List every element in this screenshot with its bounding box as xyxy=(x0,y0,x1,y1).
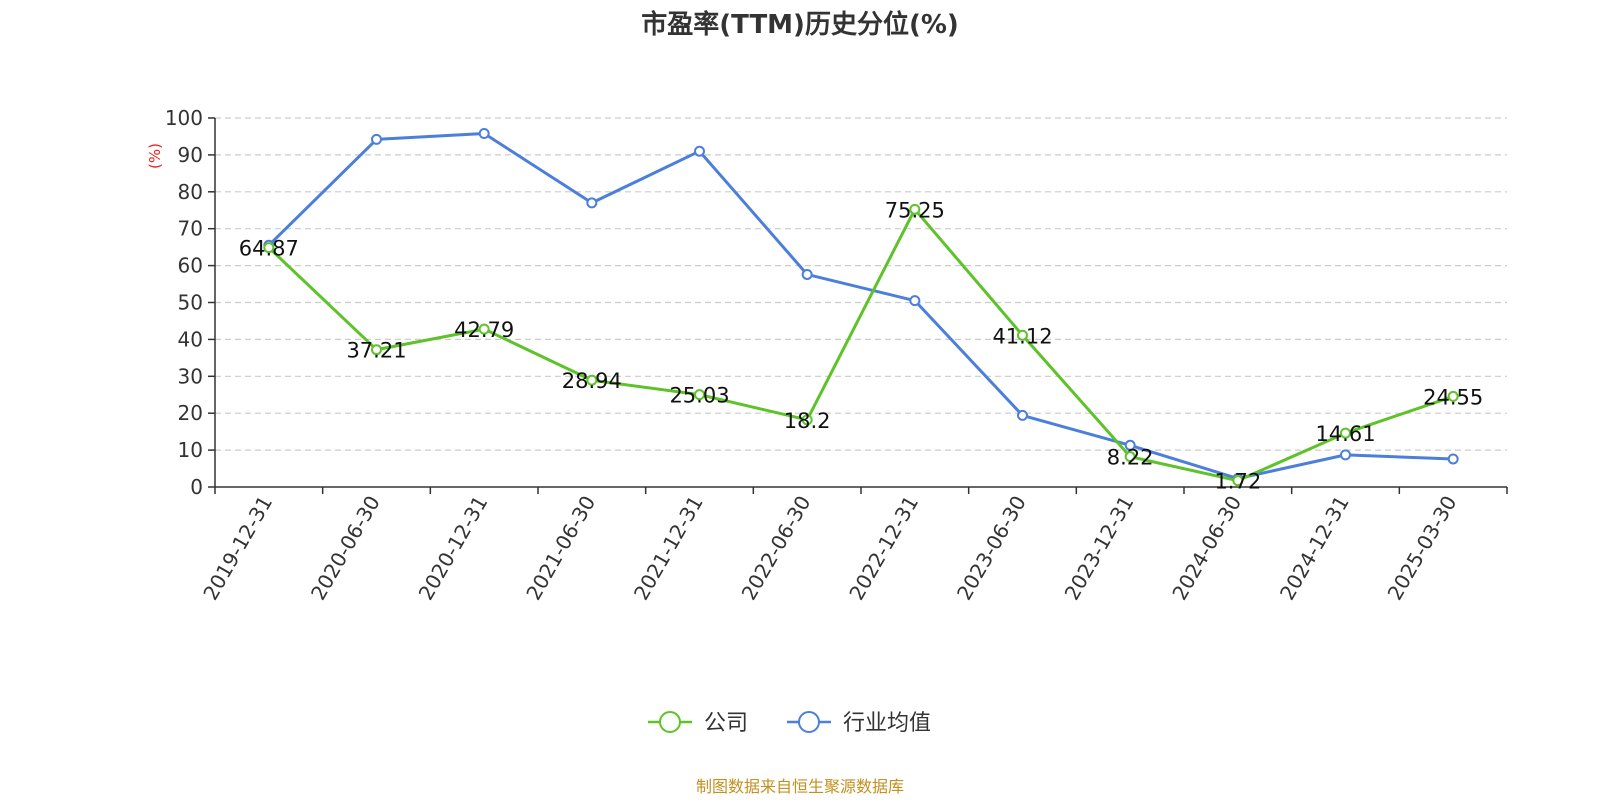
data-point xyxy=(694,145,705,157)
data-point xyxy=(478,127,490,139)
legend-label: 公司 xyxy=(704,711,748,736)
y-tick-label: 80 xyxy=(178,180,203,204)
data-point xyxy=(371,344,382,356)
x-tick-label: 2022-12-31 xyxy=(844,491,923,604)
data-label: 37.21 xyxy=(346,339,406,363)
data-point xyxy=(586,374,598,386)
y-tick-label: 40 xyxy=(178,327,203,351)
data-point xyxy=(478,323,490,335)
legend-label: 行业均值 xyxy=(843,711,931,736)
data-point xyxy=(1017,329,1028,341)
y-axis-label: (%) xyxy=(146,143,164,169)
data-label: 1.72 xyxy=(1214,470,1261,494)
x-tick-label: 2024-06-30 xyxy=(1167,492,1246,605)
y-tick-label: 70 xyxy=(178,217,203,241)
x-tick-label: 2019-12-31 xyxy=(198,492,277,605)
data-point xyxy=(801,414,813,426)
data-point xyxy=(371,133,382,145)
data-label: 28.94 xyxy=(562,369,622,393)
x-tick-label: 2021-06-30 xyxy=(521,492,600,605)
y-tick-label: 100 xyxy=(165,106,203,130)
legend[interactable]: 公司 行业均值 xyxy=(648,711,931,736)
data-point xyxy=(1447,453,1459,465)
y-tick-label: 30 xyxy=(178,364,203,388)
data-label: 18.2 xyxy=(784,409,831,433)
data-point xyxy=(1340,449,1351,461)
data-label: 42.79 xyxy=(454,318,514,342)
series-line xyxy=(267,207,1454,483)
grid-lines xyxy=(215,117,1507,451)
legend-circle-icon xyxy=(659,711,681,733)
series-lines xyxy=(263,127,1459,487)
data-point xyxy=(1447,390,1459,402)
data-point xyxy=(694,389,705,401)
series-line xyxy=(267,131,1454,481)
data-point xyxy=(1340,427,1351,439)
data-point xyxy=(909,203,921,215)
x-tick-label: 2021-12-31 xyxy=(629,492,708,605)
x-tick-label: 2025-03-30 xyxy=(1383,492,1462,605)
data-source-note: 制图数据来自恒生聚源数据库 xyxy=(696,777,904,796)
legend-item-1[interactable]: 行业均值 xyxy=(787,711,931,736)
data-point xyxy=(263,242,275,254)
data-labels: 64.87 37.21 42.79 28.94 25.03 18.2 75.25 41.12 8… xyxy=(239,198,1483,493)
chart-title: 市盈率(TTM)历史分位(%) xyxy=(641,9,959,40)
series-1 xyxy=(263,127,1459,485)
x-tick-label: 2022-06-30 xyxy=(737,492,816,605)
y-tick-label: 50 xyxy=(178,291,203,315)
y-tick-label: 60 xyxy=(178,254,203,278)
data-point xyxy=(1124,451,1136,463)
data-label: 8.22 xyxy=(1107,446,1154,470)
data-point xyxy=(909,295,921,307)
x-tick-label: 2024-12-31 xyxy=(1275,492,1354,605)
x-tick-label: 2020-06-30 xyxy=(306,492,385,605)
data-point xyxy=(801,268,813,280)
y-tick-label: 0 xyxy=(190,475,203,499)
x-tick-label: 2020-12-31 xyxy=(414,491,493,604)
data-label: 64.87 xyxy=(239,237,299,261)
x-tick-label: 2023-12-31 xyxy=(1060,492,1139,605)
data-label: 14.61 xyxy=(1315,422,1375,446)
legend-item-0[interactable]: 公司 xyxy=(648,711,748,736)
data-point xyxy=(586,197,598,209)
y-tick-label: 10 xyxy=(178,438,203,462)
y-tick-label: 20 xyxy=(178,401,203,425)
legend-circle-icon xyxy=(798,711,820,733)
data-point xyxy=(1124,439,1136,451)
data-label: 41.12 xyxy=(992,324,1052,348)
y-tick-label: 90 xyxy=(178,143,203,167)
data-point xyxy=(1232,475,1244,487)
data-label: 75.25 xyxy=(885,198,945,222)
data-point xyxy=(1017,409,1028,421)
series-0 xyxy=(263,203,1459,487)
data-label: 25.03 xyxy=(669,384,729,408)
x-tick-label: 2023-06-30 xyxy=(952,492,1031,605)
data-label: 24.55 xyxy=(1423,385,1483,409)
